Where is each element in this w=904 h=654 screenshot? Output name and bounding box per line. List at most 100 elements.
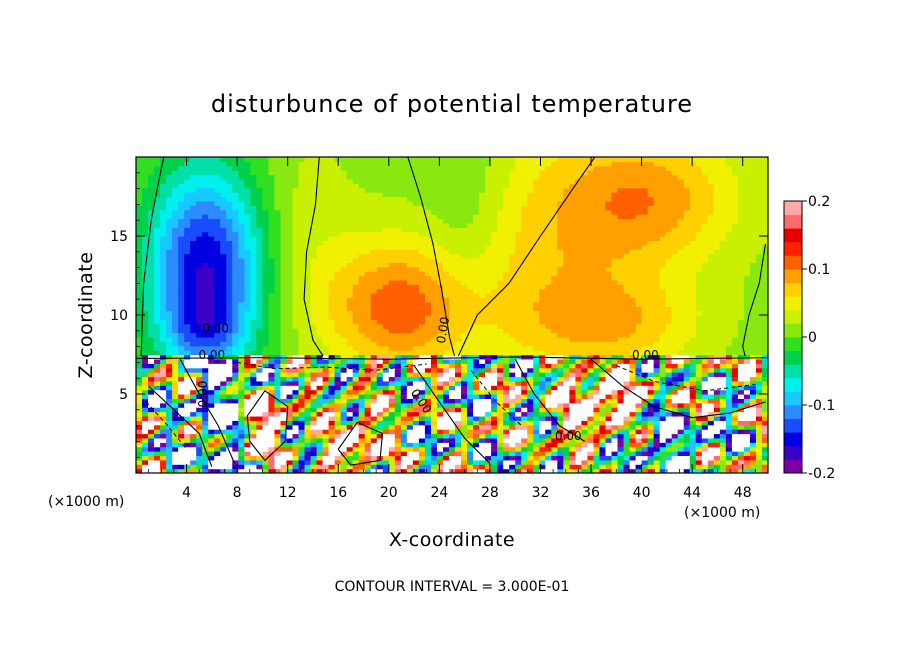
field-cell <box>467 332 474 338</box>
field-cell <box>190 459 197 465</box>
field-cell <box>298 200 306 206</box>
field-cell <box>473 442 480 448</box>
field-cell <box>388 319 396 325</box>
field-cell <box>154 262 161 268</box>
field-cell <box>406 271 414 277</box>
field-cell <box>196 415 203 421</box>
field-cell <box>328 468 336 473</box>
field-cell <box>388 187 396 193</box>
field-cell <box>310 350 318 356</box>
field-cell <box>238 363 245 369</box>
field-cell <box>376 231 384 237</box>
field-cell <box>527 411 534 417</box>
field-cell <box>178 380 185 386</box>
field-cell <box>430 161 438 167</box>
field-cell <box>448 306 456 312</box>
field-cell <box>148 437 155 443</box>
field-cell <box>364 402 372 408</box>
field-cell <box>491 157 498 162</box>
field-cell <box>238 275 245 281</box>
field-cell <box>376 372 384 378</box>
field-cell <box>286 424 294 430</box>
field-cell <box>455 328 462 334</box>
field-cell <box>208 451 215 457</box>
field-cell <box>424 332 432 338</box>
field-cell <box>166 464 173 470</box>
field-cell <box>545 253 552 259</box>
field-cell <box>352 315 360 320</box>
field-cell <box>412 205 420 211</box>
field-cell <box>202 350 209 356</box>
field-cell <box>178 262 185 268</box>
field-cell <box>479 429 486 435</box>
field-cell <box>244 350 251 356</box>
field-cell <box>527 446 534 452</box>
field-cell <box>316 350 324 356</box>
field-cell <box>298 214 306 220</box>
field-cell <box>310 376 318 382</box>
field-cell <box>370 297 378 303</box>
field-cell <box>214 315 221 320</box>
field-cell <box>551 394 558 399</box>
field-cell <box>509 459 516 465</box>
field-cell <box>172 157 179 162</box>
field-cell <box>286 437 294 443</box>
field-cell <box>268 468 276 473</box>
field-cell <box>190 183 197 189</box>
field-cell <box>136 415 143 421</box>
field-cell <box>238 227 245 233</box>
field-cell <box>220 389 227 395</box>
field-cell <box>310 389 318 395</box>
field-cell <box>448 424 456 430</box>
field-cell <box>364 284 372 290</box>
field-cell <box>418 257 426 263</box>
field-cell <box>136 459 143 465</box>
field-cell <box>202 358 209 364</box>
field-cell <box>346 301 354 307</box>
field-cell <box>527 376 534 382</box>
field-cell <box>256 442 263 448</box>
field-cell <box>533 170 540 176</box>
field-cell <box>364 306 372 312</box>
field-cell <box>334 231 342 237</box>
field-cell <box>292 350 300 356</box>
field-cell <box>418 222 426 228</box>
field-cell <box>316 236 324 241</box>
field-cell <box>485 192 492 198</box>
field-cell <box>430 170 438 176</box>
field-cell <box>352 249 360 255</box>
field-cell <box>172 323 179 329</box>
field-cell <box>455 214 462 220</box>
field-cell <box>166 244 173 250</box>
field-cell <box>316 192 324 198</box>
field-cell <box>316 231 324 237</box>
field-cell <box>497 315 504 320</box>
field-cell <box>352 398 360 404</box>
field-cell <box>196 455 203 461</box>
field-cell <box>262 262 270 268</box>
field-cell <box>455 367 462 373</box>
field-cell <box>485 293 492 299</box>
field-cell <box>485 157 492 162</box>
field-cell <box>479 240 486 246</box>
field-cell <box>250 411 257 417</box>
field-cell <box>430 174 438 180</box>
field-cell <box>412 244 420 250</box>
field-cell <box>545 336 552 342</box>
field-cell <box>485 415 492 421</box>
field-cell <box>238 297 245 303</box>
field-cell <box>280 205 288 211</box>
field-cell <box>196 209 203 215</box>
field-cell <box>491 174 498 180</box>
field-cell <box>292 402 300 408</box>
field-cell <box>250 407 257 413</box>
field-cell <box>479 161 486 167</box>
field-cell <box>533 301 540 307</box>
field-cell <box>226 240 233 246</box>
field-cell <box>406 196 414 202</box>
field-cell <box>503 192 510 198</box>
field-cell <box>292 424 300 430</box>
field-cell <box>184 293 191 299</box>
field-cell <box>136 315 143 320</box>
field-cell <box>322 240 330 246</box>
